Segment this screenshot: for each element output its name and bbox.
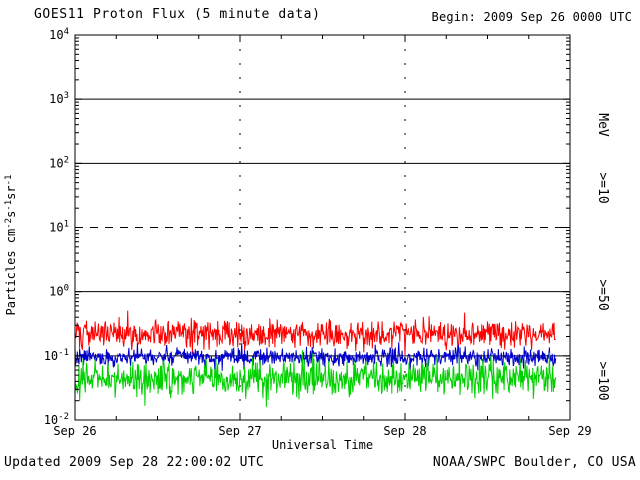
y-tick-label: 102 [49, 155, 69, 170]
y-tick-label: 10-2 [44, 412, 69, 427]
x-tick-label: Sep 28 [383, 424, 426, 438]
begin-time-label: Begin: 2009 Sep 26 0000 UTC [431, 10, 632, 24]
updated-timestamp: Updated 2009 Sep 28 22:00:02 UTC [4, 455, 265, 470]
chart-title: GOES11 Proton Flux (5 minute data) [34, 7, 321, 22]
y-axis-title: Particles cm-2s-1sr-1 [4, 175, 18, 316]
energy-label-50: >=50 [595, 279, 610, 310]
y-tick-label: 10-1 [44, 348, 69, 363]
y-tick-label: 101 [49, 220, 69, 235]
energy-label-10: >=10 [595, 172, 610, 203]
x-axis-title: Universal Time [272, 438, 373, 452]
series-ge50 [74, 342, 557, 371]
energy-label-100: >=100 [595, 361, 610, 400]
x-tick-label: Sep 29 [548, 424, 591, 438]
y-tick-label: 104 [49, 27, 69, 42]
energy-label-MeV: MeV [595, 113, 610, 137]
series-ge10 [74, 310, 556, 356]
data-source-label: NOAA/SWPC Boulder, CO USA [432, 455, 636, 470]
series-ge100 [74, 350, 557, 408]
x-tick-label: Sep 27 [218, 424, 261, 438]
y-tick-label: 103 [49, 91, 69, 106]
y-tick-label: 100 [49, 284, 69, 299]
x-tick-label: Sep 26 [53, 424, 96, 438]
